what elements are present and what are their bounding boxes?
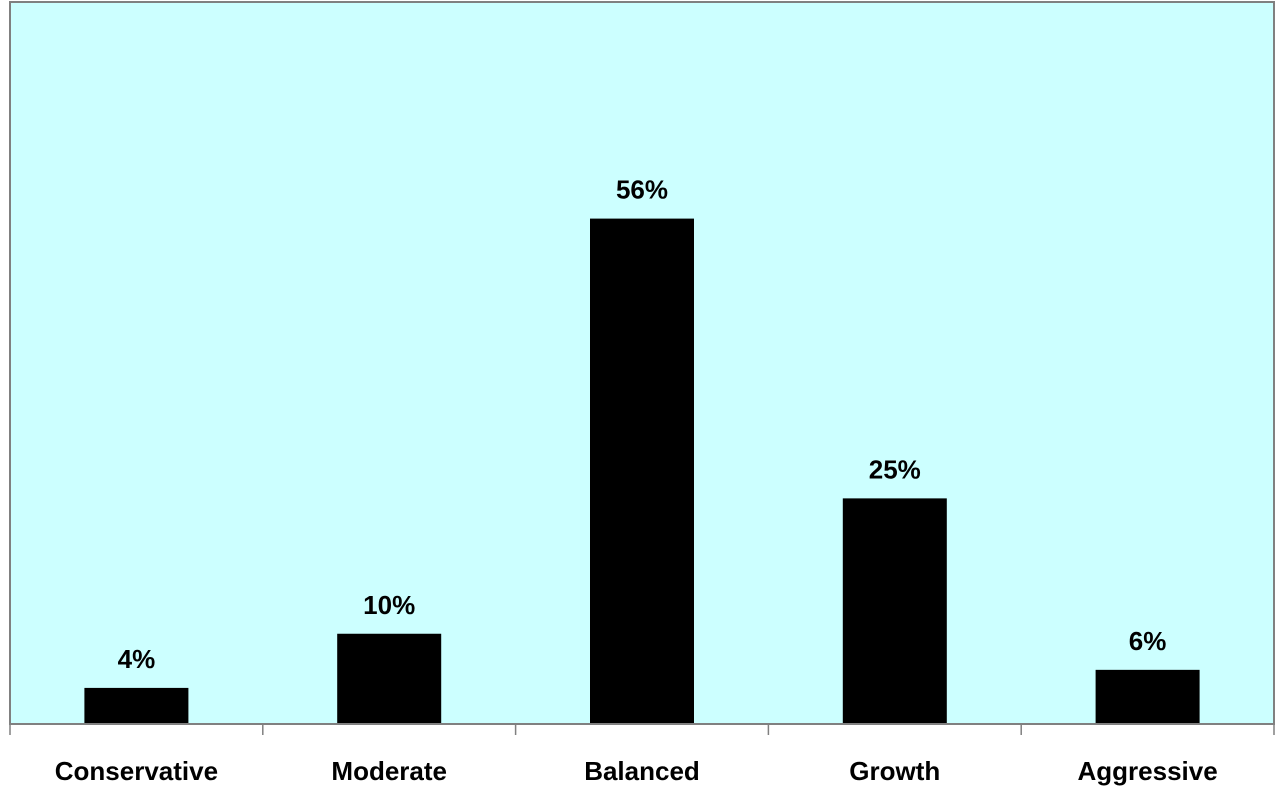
value-label-balanced: 56%	[616, 175, 668, 205]
value-label-growth: 25%	[869, 454, 921, 484]
x-tick-label-balanced: Balanced	[584, 756, 700, 786]
x-tick-label-aggressive: Aggressive	[1078, 756, 1218, 786]
value-label-aggressive: 6%	[1129, 626, 1167, 656]
bar-conservative	[84, 687, 189, 724]
value-label-conservative: 4%	[118, 644, 156, 674]
x-ticks-layer	[9, 724, 1275, 735]
bars-layer	[84, 218, 1200, 724]
bar-growth	[842, 498, 947, 724]
x-tick-labels-layer: Conservative Moderate Balanced Growth Aggres…	[55, 756, 1218, 786]
bar-aggressive	[1095, 669, 1200, 724]
x-tick-label-growth: Growth	[849, 756, 940, 786]
x-tick-label-conservative: Conservative	[55, 756, 218, 786]
value-label-moderate: 10%	[363, 590, 415, 620]
bar-moderate	[337, 633, 442, 724]
x-tick-label-moderate: Moderate	[331, 756, 447, 786]
bar-balanced	[590, 218, 694, 724]
value-labels-layer: 4% 10% 56% 25% 6%	[118, 175, 1167, 674]
